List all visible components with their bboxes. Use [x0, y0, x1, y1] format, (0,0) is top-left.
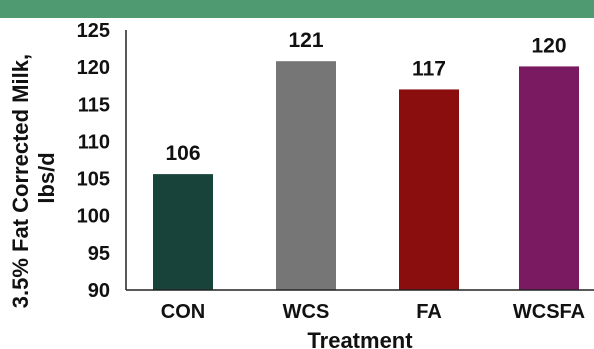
bar-wcs — [276, 61, 336, 291]
x-tick-fa: FA — [416, 301, 442, 323]
data-label-wcs: 121 — [288, 29, 323, 52]
x-axis-ticks: CON WCS FA WCSFA — [161, 301, 585, 323]
y-tick-120: 120 — [77, 57, 110, 79]
y-tick-100: 100 — [77, 206, 110, 228]
bar-fa — [399, 89, 459, 290]
y-axis-title: 3.5% Fat Corrected Milk, lbs/d — [8, 48, 59, 308]
y-axis-title-line1: 3.5% Fat Corrected Milk, — [8, 54, 33, 308]
x-tick-con: CON — [161, 301, 205, 323]
y-tick-115: 115 — [78, 94, 110, 116]
x-tick-wcs: WCS — [283, 301, 330, 323]
x-tick-wcsfa: WCSFA — [513, 301, 585, 323]
y-tick-95: 95 — [88, 243, 110, 265]
y-tick-105: 105 — [77, 169, 110, 191]
y-axis-title-line2: lbs/d — [34, 152, 59, 203]
y-tick-110: 110 — [78, 131, 110, 153]
bar-wcsfa — [519, 66, 579, 291]
header-band — [0, 0, 594, 18]
y-tick-125: 125 — [77, 20, 110, 42]
data-label-fa: 117 — [412, 57, 446, 80]
y-tick-90: 90 — [88, 280, 110, 302]
data-label-wcsfa: 120 — [531, 34, 566, 57]
y-axis-ticks: 90 95 100 105 110 115 120 125 — [77, 20, 110, 302]
x-axis-title: Treatment — [307, 328, 413, 349]
data-label-con: 106 — [165, 142, 200, 165]
bar-con — [153, 174, 213, 290]
bars-layer — [153, 61, 579, 291]
data-labels-layer: 106 121 117 120 — [165, 29, 566, 165]
